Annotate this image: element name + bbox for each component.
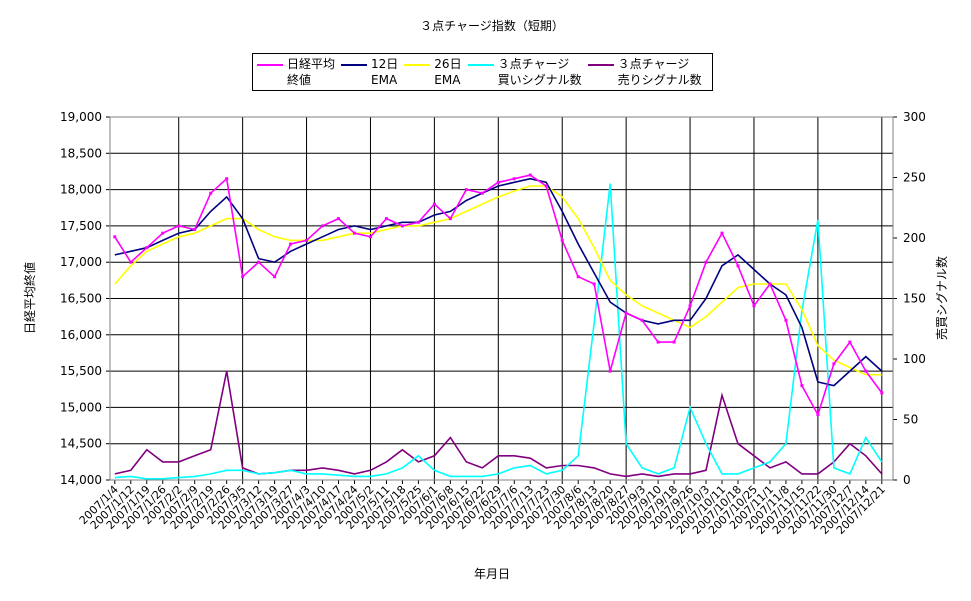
point-marker [512, 177, 516, 181]
point-marker [273, 275, 277, 279]
legend-label: 日経平均 終値 [287, 57, 336, 87]
y-tick-label: 18,000 [60, 183, 102, 197]
y2-tick-label: 200 [903, 231, 926, 245]
point-marker [672, 340, 676, 344]
point-marker [560, 238, 564, 242]
point-marker [257, 260, 261, 264]
y-tick-label: 16,500 [60, 292, 102, 306]
point-marker [496, 180, 500, 184]
point-marker [544, 184, 548, 188]
legend-entry: 26日 EMA [404, 56, 462, 88]
x-axis-title: 年月日 [474, 567, 510, 581]
point-marker [177, 224, 181, 228]
point-marker [752, 304, 756, 308]
y-tick-label: 17,500 [60, 219, 102, 233]
point-marker [337, 217, 341, 221]
point-marker [384, 217, 388, 221]
point-marker [305, 238, 309, 242]
point-marker [528, 173, 532, 177]
point-marker [880, 391, 884, 395]
point-marker [784, 318, 788, 322]
point-marker [688, 304, 692, 308]
series-line [114, 177, 883, 387]
point-marker [640, 318, 644, 322]
y-tick-label: 14,000 [60, 473, 102, 487]
point-marker [848, 340, 852, 344]
legend-entry: ３点チャージ 買いシグナル数 [467, 56, 582, 88]
legend-swatch [341, 64, 368, 66]
y2-tick-label: 50 [903, 413, 918, 427]
y-tick-label: 14,500 [60, 437, 102, 451]
point-marker [832, 362, 836, 366]
point-marker [321, 224, 325, 228]
y-tick-label: 17,000 [60, 255, 102, 269]
legend-swatch [257, 64, 283, 66]
point-marker [416, 220, 420, 224]
point-marker [704, 260, 708, 264]
legend-swatch [404, 64, 431, 66]
legend: 日経平均 終値 12日 EMA 26日 EMA ３点チャージ 買いシグナル数 ３点チャー… [252, 53, 713, 91]
point-marker [113, 235, 117, 239]
point-marker [480, 191, 484, 195]
point-marker [241, 275, 245, 279]
point-marker [736, 264, 740, 268]
point-marker [720, 231, 724, 235]
y-tick-label: 15,500 [60, 364, 102, 378]
y2-tick-label: 100 [903, 352, 926, 366]
y2-tick-label: 150 [903, 292, 926, 306]
point-marker [209, 191, 213, 195]
legend-swatch [587, 64, 614, 66]
chart-title: ３点チャージ指数（短期） [420, 18, 564, 33]
legend-label: ３点チャージ 買いシグナル数 [497, 57, 582, 87]
point-marker [576, 275, 580, 279]
point-marker [608, 369, 612, 373]
y-tick-label: 19,000 [60, 110, 102, 124]
point-marker [448, 217, 452, 221]
point-marker [592, 282, 596, 286]
legend-label: ３点チャージ 売りシグナル数 [617, 57, 702, 87]
legend-entry: ３点チャージ 売りシグナル数 [587, 56, 702, 88]
plot-border [109, 116, 894, 481]
point-marker [768, 282, 772, 286]
y2-tick-label: 0 [903, 473, 911, 487]
point-marker [464, 188, 468, 192]
y2-tick-label: 250 [903, 171, 926, 185]
point-marker [145, 246, 149, 250]
series-line [114, 183, 883, 480]
point-marker [193, 228, 197, 232]
point-marker [368, 235, 372, 239]
point-marker [624, 311, 628, 315]
y-tick-label: 18,500 [60, 146, 102, 160]
legend-entry: 日経平均 終値 [257, 56, 335, 88]
point-marker [289, 242, 293, 246]
point-marker [129, 260, 133, 264]
y2-axis-title: 売買シグナル数 [934, 256, 949, 340]
point-marker [225, 177, 229, 181]
legend-label: 26日 EMA [434, 57, 462, 87]
series-line [114, 370, 883, 478]
point-marker [432, 202, 436, 206]
y-axis-title: 日経平均終値 [22, 262, 37, 334]
point-marker [816, 413, 820, 417]
y-tick-label: 15,000 [60, 400, 102, 414]
legend-entry: 12日 EMA [341, 56, 398, 88]
y2-tick-label: 300 [903, 110, 926, 124]
y-tick-label: 16,000 [60, 328, 102, 342]
point-marker [656, 340, 660, 344]
point-marker [161, 231, 165, 235]
point-marker [864, 369, 868, 373]
legend-swatch [467, 64, 494, 66]
point-marker [400, 224, 404, 228]
point-marker [352, 231, 356, 235]
point-marker [800, 384, 804, 388]
legend-label: 12日 EMA [371, 57, 399, 87]
